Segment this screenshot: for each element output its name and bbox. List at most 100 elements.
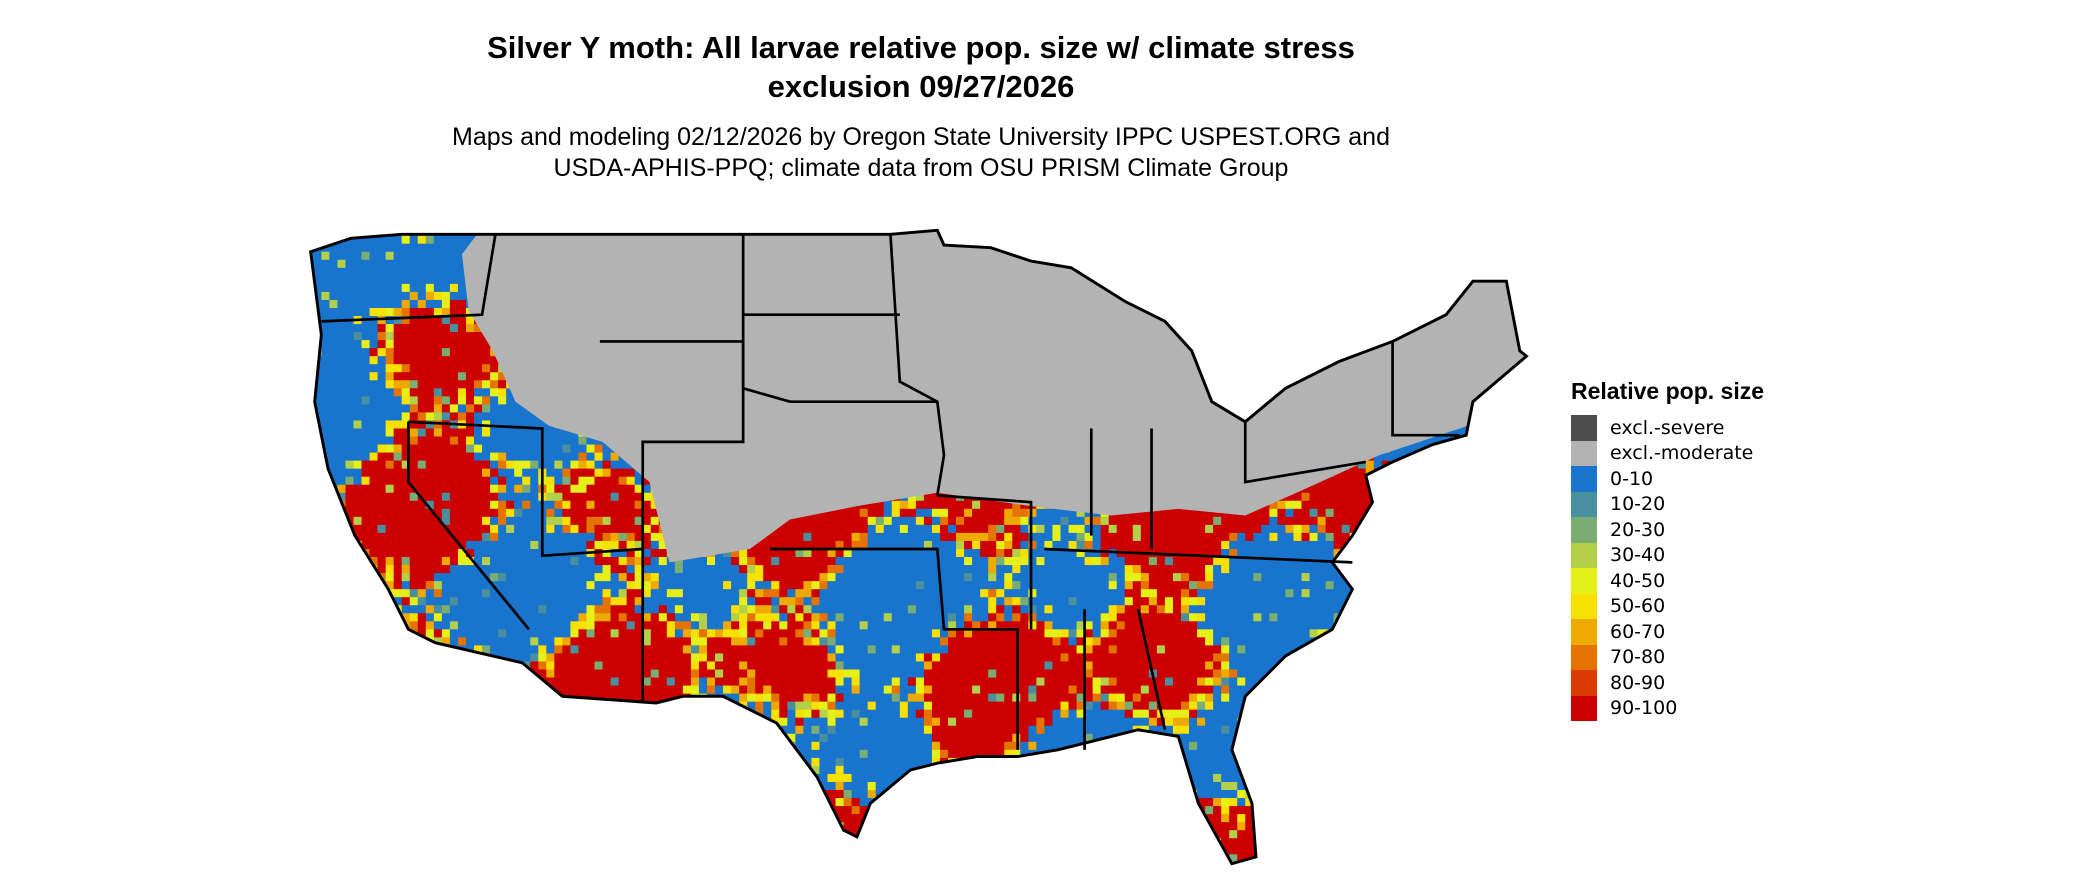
raster-cell [369,243,379,253]
raster-cell [1205,364,1214,373]
raster-cell [562,436,572,446]
raster-cell [385,444,395,454]
raster-cell [1494,230,1504,237]
raster-cell [1301,364,1311,373]
raster-cell [594,444,604,454]
raster-cell [1381,299,1391,309]
raster-cell [329,230,339,237]
raster-cell [1325,230,1335,237]
raster-cell [449,372,459,381]
raster-cell [1405,291,1415,301]
raster-cell [329,259,339,269]
raster-cell [377,356,387,365]
raster-cell [433,412,443,422]
raster-cell [1229,243,1238,253]
raster-cell [433,428,443,438]
raster-cell [433,420,443,430]
raster-cell [1349,476,1359,486]
raster-cell [1229,348,1238,357]
raster-cell [1413,267,1423,277]
raster-cell [1100,243,1110,253]
raster-cell [425,476,435,486]
raster-cell [490,364,499,373]
raster-cell [1124,291,1134,301]
raster-cell [409,259,419,269]
raster-cell [1446,235,1455,245]
raster-cell [329,332,339,341]
raster-cell [1253,348,1263,357]
raster-cell [1116,235,1126,245]
raster-cell [1486,428,1495,438]
raster-cell [1454,468,1463,478]
raster-cell [1301,275,1311,285]
raster-cell [1092,259,1102,269]
raster-cell [1068,243,1078,253]
raster-cell [1526,380,1527,389]
raster-cell [570,468,580,478]
raster-cell [449,307,459,317]
raster-cell [425,388,435,398]
raster-cell [433,484,443,494]
raster-cell [433,316,443,325]
raster-cell [1132,230,1142,237]
raster-cell [441,372,451,381]
raster-cell [385,299,395,309]
raster-cell [353,444,363,454]
raster-cell [1197,243,1206,253]
raster-cell [433,243,443,253]
raster-cell [1446,267,1455,277]
raster-cell [1205,275,1214,285]
raster-cell [1405,299,1415,309]
raster-cell [457,396,467,406]
raster-cell [1253,230,1263,237]
raster-cell [1261,230,1271,237]
raster-cell [369,283,379,293]
raster-cell [337,291,347,301]
raster-cell [449,380,459,389]
raster-cell [337,452,347,462]
raster-cell [530,428,539,438]
raster-cell [1285,283,1295,293]
raster-cell [457,243,467,253]
raster-cell [345,243,355,253]
raster-cell [1502,396,1512,406]
raster-cell [337,275,347,285]
raster-cell [1172,316,1182,325]
raster-cell [610,468,620,478]
raster-cell [1478,235,1487,245]
raster-cell [1213,291,1222,301]
raster-cell [321,388,331,398]
raster-cell [353,340,363,349]
raster-cell [578,484,588,494]
raster-cell [1446,476,1455,486]
raster-cell [361,380,371,389]
raster-cell [465,460,475,470]
raster-cell [369,324,379,333]
raster-cell [1124,243,1134,253]
raster-cell [1454,452,1463,462]
raster-cell [1261,291,1271,301]
raster-cell [345,275,355,285]
raster-cell [1494,259,1504,269]
raster-cell [1213,356,1222,365]
raster-cell [1229,291,1238,301]
raster-cell [1092,251,1102,261]
raster-cell [1397,283,1407,293]
raster-cell [1494,396,1504,406]
raster-cell [1430,283,1439,293]
raster-cell [1462,436,1471,446]
raster-cell [425,283,435,293]
raster-cell [1205,291,1214,301]
raster-cell [321,259,331,269]
raster-cell [1365,243,1375,253]
raster-cell [1277,316,1287,325]
raster-cell [377,428,387,438]
raster-cell [1172,243,1182,253]
raster-cell [1253,332,1263,341]
raster-cell [353,372,363,381]
raster-cell [1229,267,1238,277]
raster-cell [1373,267,1383,277]
raster-cell [321,299,331,309]
raster-cell [361,251,371,261]
raster-cell [1486,243,1495,253]
